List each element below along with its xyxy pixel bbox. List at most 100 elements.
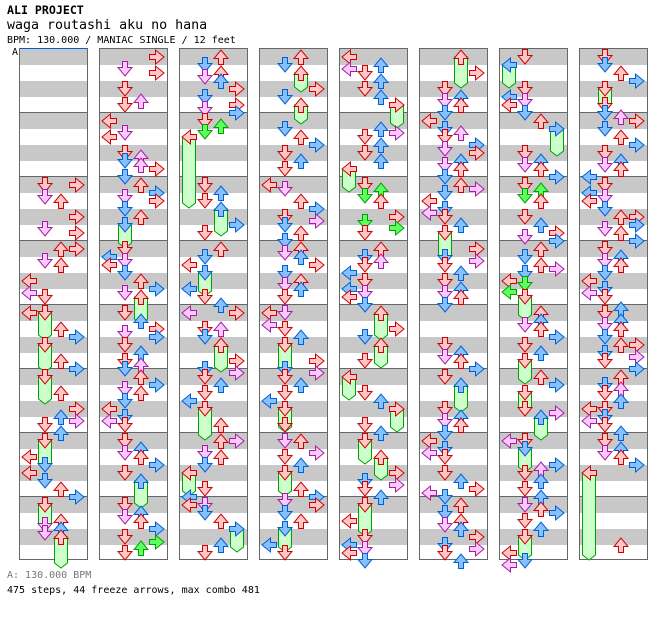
- arrow-left-icon: [21, 284, 37, 302]
- arrow-down-icon: [116, 217, 134, 233]
- arrow-down-icon: [356, 177, 374, 193]
- measure: [500, 369, 567, 433]
- arrow-up-icon: [532, 257, 550, 273]
- arrow-left-icon: [181, 256, 197, 274]
- arrow-down-icon: [116, 417, 134, 433]
- arrow-down-icon: [356, 145, 374, 161]
- arrow-down-icon: [516, 385, 534, 401]
- arrow-down-icon: [356, 541, 374, 557]
- arrow-down-icon: [116, 465, 134, 481]
- arrow-left-icon: [581, 464, 597, 482]
- arrow-up-icon: [612, 225, 630, 241]
- arrow-left-icon: [581, 168, 597, 186]
- arrow-down-icon: [276, 233, 294, 249]
- arrow-right-icon: [469, 252, 485, 270]
- arrow-down-icon: [116, 409, 134, 425]
- measure: [340, 241, 407, 305]
- arrow-up-icon: [52, 481, 70, 497]
- arrow-up-icon: [212, 449, 230, 465]
- arrow-down-icon: [596, 49, 614, 65]
- arrow-left-icon: [181, 496, 197, 514]
- measure: [100, 433, 167, 497]
- arrow-down-icon: [436, 505, 454, 521]
- measure: [580, 305, 647, 369]
- arrow-down-icon: [516, 105, 534, 121]
- measure: [500, 177, 567, 241]
- song-title: waga routashi aku no hana: [7, 18, 208, 33]
- arrow-down-icon: [196, 265, 214, 281]
- arrow-up-icon: [132, 209, 150, 225]
- arrow-right-icon: [629, 348, 645, 366]
- arrow-down-icon: [116, 285, 134, 301]
- arrow-down-icon: [356, 225, 374, 241]
- arrow-left-icon: [261, 176, 277, 194]
- measure: [180, 305, 247, 369]
- arrow-left-icon: [581, 400, 597, 418]
- arrow-left-icon: [581, 184, 597, 202]
- arrow-down-icon: [516, 481, 534, 497]
- arrow-up-icon: [452, 177, 470, 193]
- arrow-up-icon: [212, 297, 230, 313]
- arrow-down-icon: [436, 369, 454, 385]
- arrow-right-icon: [69, 412, 85, 430]
- arrow-right-icon: [229, 364, 245, 382]
- arrow-down-icon: [596, 317, 614, 333]
- arrow-down-icon: [516, 229, 534, 245]
- arrow-down-icon: [36, 289, 54, 305]
- step-stats: 475 steps, 44 freeze arrows, max combo 4…: [7, 585, 260, 596]
- arrow-down-icon: [36, 221, 54, 237]
- arrow-left-icon: [501, 283, 517, 300]
- arrow-down-icon: [276, 505, 294, 521]
- measure: [580, 433, 647, 497]
- arrow-left-icon: [21, 272, 37, 290]
- arrow-down-icon: [36, 457, 54, 473]
- measure: [260, 369, 327, 433]
- arrow-right-icon: [629, 336, 645, 354]
- arrow-down-icon: [196, 193, 214, 209]
- arrow-up-icon: [212, 537, 230, 553]
- arrow-down-icon: [356, 385, 374, 401]
- arrow-down-icon: [116, 169, 134, 185]
- arrow-up-icon: [452, 161, 470, 177]
- arrow-down-icon: [116, 497, 134, 513]
- arrow-down-icon: [116, 145, 134, 161]
- arrow-right-icon: [629, 232, 645, 250]
- arrow-down-icon: [196, 497, 214, 513]
- arrow-left-icon: [581, 412, 597, 430]
- arrow-left-icon: [341, 512, 357, 530]
- arrow-left-icon: [101, 128, 117, 146]
- arrow-down-icon: [116, 189, 134, 205]
- bpm-section-label: A: [12, 47, 19, 58]
- arrow-down-icon: [356, 81, 374, 97]
- arrow-down-icon: [116, 61, 134, 77]
- arrow-down-icon: [516, 433, 534, 449]
- arrow-up-icon: [532, 161, 550, 177]
- arrow-up-icon: [292, 481, 310, 497]
- arrow-down-icon: [356, 214, 374, 231]
- arrow-down-icon: [356, 529, 374, 545]
- arrow-left-icon: [421, 484, 437, 502]
- arrow-up-icon: [52, 385, 70, 401]
- arrow-down-icon: [36, 177, 54, 193]
- measure: [20, 369, 87, 433]
- arrow-right-icon: [629, 456, 645, 474]
- arrow-up-icon: [452, 97, 470, 113]
- arrow-down-icon: [276, 361, 294, 377]
- arrow-down-icon: [596, 445, 614, 461]
- arrow-down-icon: [596, 105, 614, 121]
- arrow-down-icon: [436, 425, 454, 441]
- arrow-right-icon: [469, 540, 485, 558]
- arrow-left-icon: [341, 288, 357, 306]
- arrow-right-icon: [309, 496, 325, 514]
- measure: [20, 49, 87, 113]
- arrow-right-icon: [469, 180, 485, 198]
- arrow-right-icon: [149, 376, 165, 394]
- arrow-right-icon: [69, 208, 85, 226]
- measure: [500, 433, 567, 497]
- arrow-up-icon: [212, 118, 230, 135]
- arrow-up-icon: [532, 473, 550, 489]
- arrow-up-icon: [132, 157, 150, 173]
- measure: [260, 305, 327, 369]
- arrow-right-icon: [389, 96, 405, 114]
- arrow-down-icon: [516, 337, 534, 353]
